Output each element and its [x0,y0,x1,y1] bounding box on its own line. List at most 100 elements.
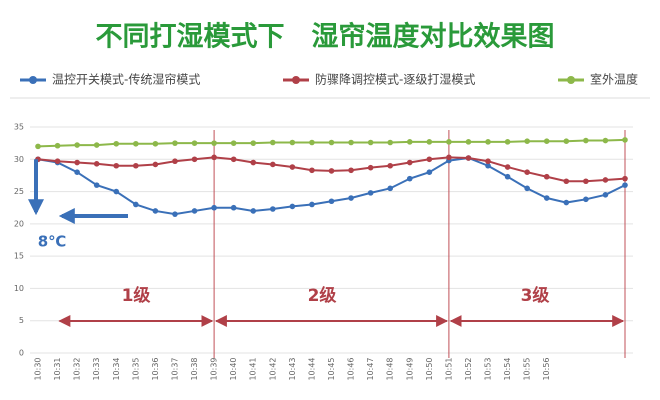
data-point [152,140,159,147]
data-point [172,140,178,146]
y-tick-label: 15 [14,252,24,261]
x-tick-label: 10:38 [190,357,199,380]
data-point [230,156,237,163]
data-point [133,201,139,208]
x-tick-label: 10:36 [151,357,160,380]
x-tick-label: 10:33 [92,357,101,380]
legend-label: 防骤降调控模式-逐级打湿模式 [315,72,475,87]
data-point [328,139,335,146]
y-tick-label: 10 [14,284,24,293]
legend-marker [29,76,37,84]
data-point [172,158,178,165]
data-point [563,178,570,185]
data-point [622,137,628,143]
data-point [191,208,198,214]
data-point [348,167,354,174]
x-tick-label: 10:45 [327,357,336,380]
y-tick-label: 25 [14,187,24,196]
data-point [191,140,198,146]
data-point [211,140,217,146]
data-point [426,169,433,175]
data-point [152,208,159,214]
legend-label: 温控开关模式-传统湿帘模式 [52,72,200,87]
x-tick-label: 10:43 [288,357,297,380]
data-point [74,169,80,175]
y-tick-label: 35 [14,123,24,132]
data-point [524,169,530,175]
data-point [289,164,296,170]
x-tick-label: 10:44 [307,357,316,380]
data-point [406,139,413,145]
x-tick-label: 10:42 [268,357,277,380]
data-point [211,204,217,211]
data-point [270,139,276,146]
data-point [622,175,628,182]
data-point [230,204,237,211]
data-point [465,139,472,145]
data-point [563,138,570,145]
chart-title: 不同打湿模式下 湿帘温度对比效果图 [96,21,555,53]
x-tick-label: 10:40 [229,357,238,380]
data-point [426,156,433,163]
data-point [191,156,198,163]
x-tick-label: 10:50 [425,357,434,380]
data-point [35,143,41,150]
data-point [289,139,296,146]
x-tick-label: 10:47 [366,357,375,380]
annotation: 8℃ [38,233,67,251]
annotation: 3级 [521,285,550,306]
data-point [133,162,139,169]
data-point [583,137,589,144]
legend-marker [567,76,575,84]
x-tick-label: 10:39 [210,357,219,380]
x-tick-label: 10:37 [170,357,179,380]
data-point [387,185,394,192]
x-tick-label: 10:46 [347,357,356,380]
y-tick-label: 0 [19,349,24,358]
data-point [250,140,257,146]
x-tick-label: 10:48 [386,357,395,380]
data-point [367,190,374,196]
x-tick-label: 10:55 [523,357,532,380]
x-tick-label: 10:41 [249,357,258,380]
data-point [485,139,491,145]
data-point [446,154,452,161]
data-point [54,142,61,149]
data-point [563,199,570,206]
x-tick-label: 10:30 [34,357,43,380]
data-point [250,208,257,214]
data-point [93,142,100,148]
data-point [309,167,315,174]
data-point [348,139,354,146]
data-point [602,137,609,144]
data-point [406,159,413,166]
data-point [250,159,257,166]
data-point [367,139,374,146]
y-tick-label: 30 [14,155,24,164]
data-point [93,161,100,167]
data-point [309,201,315,208]
legend-label: 室外温度 [590,72,638,87]
data-point [230,140,237,146]
x-tick-label: 10:31 [53,357,62,380]
x-tick-label: 10:56 [542,357,551,380]
x-tick-label: 10:51 [444,357,453,380]
data-point [93,182,100,188]
data-point [348,195,354,201]
data-point [74,142,80,148]
data-point [113,188,120,195]
data-point [485,158,491,165]
data-point [524,138,530,145]
x-tick-label: 10:32 [73,357,82,380]
data-point [406,175,413,182]
data-point [54,158,61,165]
data-point [328,198,335,205]
data-point [328,168,335,174]
data-point [543,173,550,180]
y-tick-label: 20 [14,219,24,228]
data-point [367,164,374,171]
data-point [133,140,139,147]
annotation: 2级 [308,285,337,306]
data-point [485,162,491,169]
legend-marker [292,76,300,84]
